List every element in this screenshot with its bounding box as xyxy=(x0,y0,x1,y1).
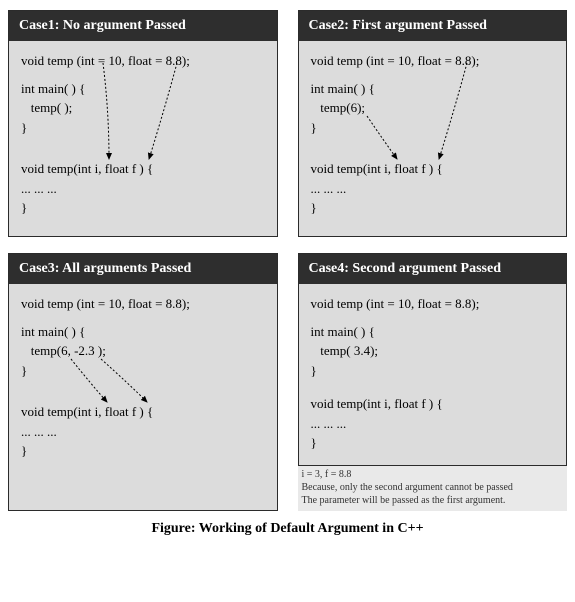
case3-title: Case3: All arguments Passed xyxy=(9,254,277,284)
case4-dots: ... ... ... xyxy=(311,414,555,434)
case1-def-open: void temp(int i, float f ) { xyxy=(21,159,265,179)
case1-main-close: } xyxy=(21,118,265,138)
case3-decl: void temp (int = 10, float = 8.8); xyxy=(21,294,265,314)
case4-note-line1: i = 3, f = 8.8 xyxy=(302,468,564,481)
card-case3: Case3: All arguments Passed void temp (i… xyxy=(8,253,278,511)
card-case4: Case4: Second argument Passed void temp … xyxy=(298,253,568,466)
case1-call: temp( ); xyxy=(21,98,265,118)
case4-def-open: void temp(int i, float f ) { xyxy=(311,394,555,414)
case1-body: void temp (int = 10, float = 8.8); int m… xyxy=(9,41,277,236)
case2-decl: void temp (int = 10, float = 8.8); xyxy=(311,51,555,71)
case4-note: i = 3, f = 8.8 Because, only the second … xyxy=(298,466,568,511)
case3-main-open: int main( ) { xyxy=(21,322,265,342)
case4-main-close: } xyxy=(311,361,555,381)
case2-def-close: } xyxy=(311,198,555,218)
case4-def-close: } xyxy=(311,433,555,453)
case2-dots: ... ... ... xyxy=(311,179,555,199)
case2-def-open: void temp(int i, float f ) { xyxy=(311,159,555,179)
card-case1: Case1: No argument Passed void temp (int… xyxy=(8,10,278,237)
case4-title: Case4: Second argument Passed xyxy=(299,254,567,284)
card-case4-wrapper: Case4: Second argument Passed void temp … xyxy=(298,253,568,511)
case4-call: temp( 3.4); xyxy=(311,341,555,361)
case4-decl: void temp (int = 10, float = 8.8); xyxy=(311,294,555,314)
case3-main-close: } xyxy=(21,361,265,381)
case2-title: Case2: First argument Passed xyxy=(299,11,567,41)
case3-def-close: } xyxy=(21,441,265,461)
card-case2: Case2: First argument Passed void temp (… xyxy=(298,10,568,237)
case4-body: void temp (int = 10, float = 8.8); int m… xyxy=(299,284,567,465)
case2-main-open: int main( ) { xyxy=(311,79,555,99)
case3-def-open: void temp(int i, float f ) { xyxy=(21,402,265,422)
case3-call: temp(6, -2.3 ); xyxy=(21,341,265,361)
case1-main-open: int main( ) { xyxy=(21,79,265,99)
case4-note-line2: Because, only the second argument cannot… xyxy=(302,481,564,494)
case4-main-open: int main( ) { xyxy=(311,322,555,342)
case2-body: void temp (int = 10, float = 8.8); int m… xyxy=(299,41,567,236)
figure-title: Figure: Working of Default Argument in C… xyxy=(8,521,567,537)
case2-call: temp(6); xyxy=(311,98,555,118)
case1-title: Case1: No argument Passed xyxy=(9,11,277,41)
cases-grid: Case1: No argument Passed void temp (int… xyxy=(8,10,567,511)
case4-note-line3: The parameter will be passed as the firs… xyxy=(302,494,564,507)
case3-body: void temp (int = 10, float = 8.8); int m… xyxy=(9,284,277,479)
case1-dots: ... ... ... xyxy=(21,179,265,199)
case1-decl: void temp (int = 10, float = 8.8); xyxy=(21,51,265,71)
case1-def-close: } xyxy=(21,198,265,218)
case3-dots: ... ... ... xyxy=(21,422,265,442)
case2-main-close: } xyxy=(311,118,555,138)
